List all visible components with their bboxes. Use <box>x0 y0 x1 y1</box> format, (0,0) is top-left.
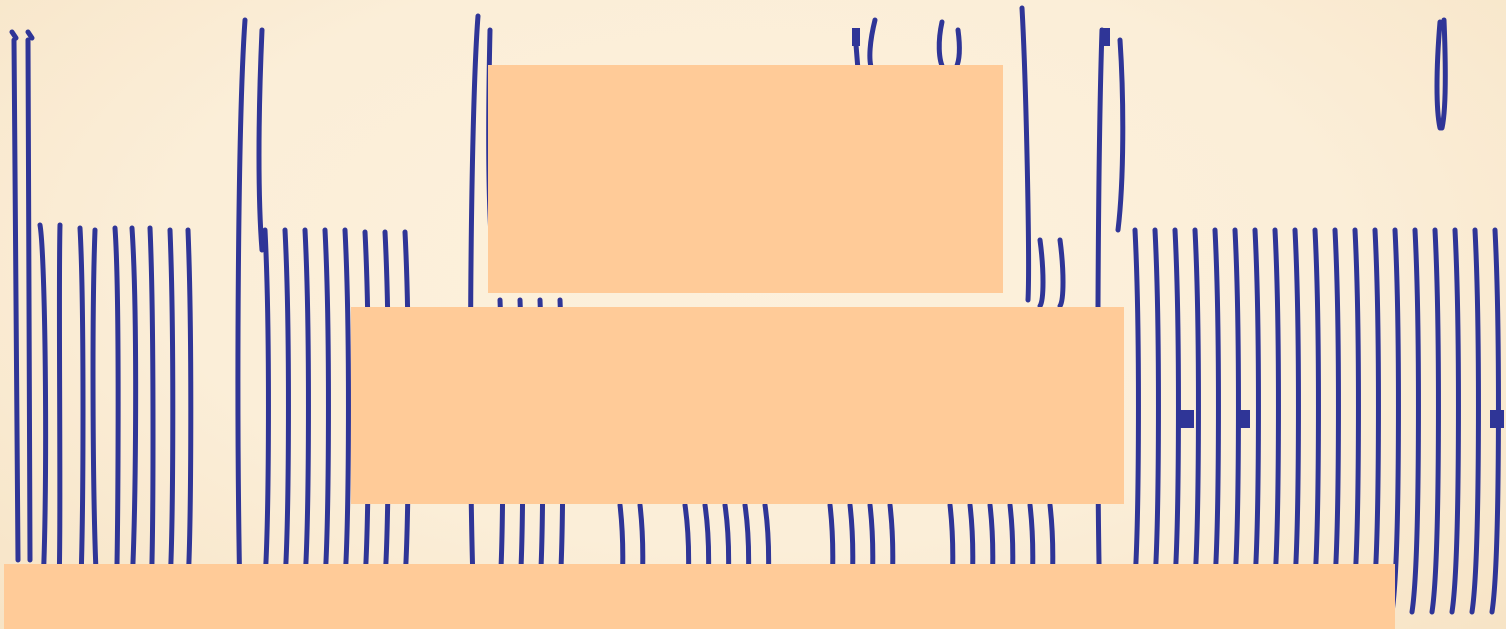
top-panel <box>488 65 1003 293</box>
bottom-panel <box>4 564 1395 629</box>
middle-panel <box>351 307 1124 504</box>
